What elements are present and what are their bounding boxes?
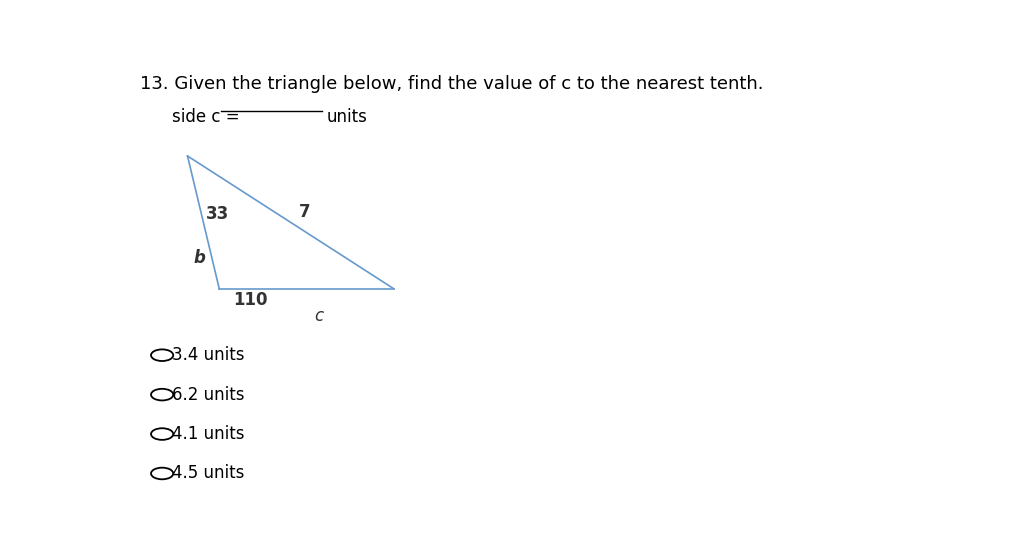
Text: 4.1 units: 4.1 units [172,425,244,443]
Text: 110: 110 [233,291,268,309]
Text: 13. Given the triangle below, find the value of c to the nearest tenth.: 13. Given the triangle below, find the v… [140,75,764,93]
Text: units: units [327,108,368,126]
Text: 6.2 units: 6.2 units [172,385,244,404]
Text: b: b [194,248,205,267]
Text: c: c [314,307,324,326]
Text: 3.4 units: 3.4 units [172,346,244,364]
Text: 33: 33 [206,205,229,223]
Text: 4.5 units: 4.5 units [172,465,244,482]
Text: side c =: side c = [172,108,245,126]
Text: 7: 7 [299,203,310,221]
